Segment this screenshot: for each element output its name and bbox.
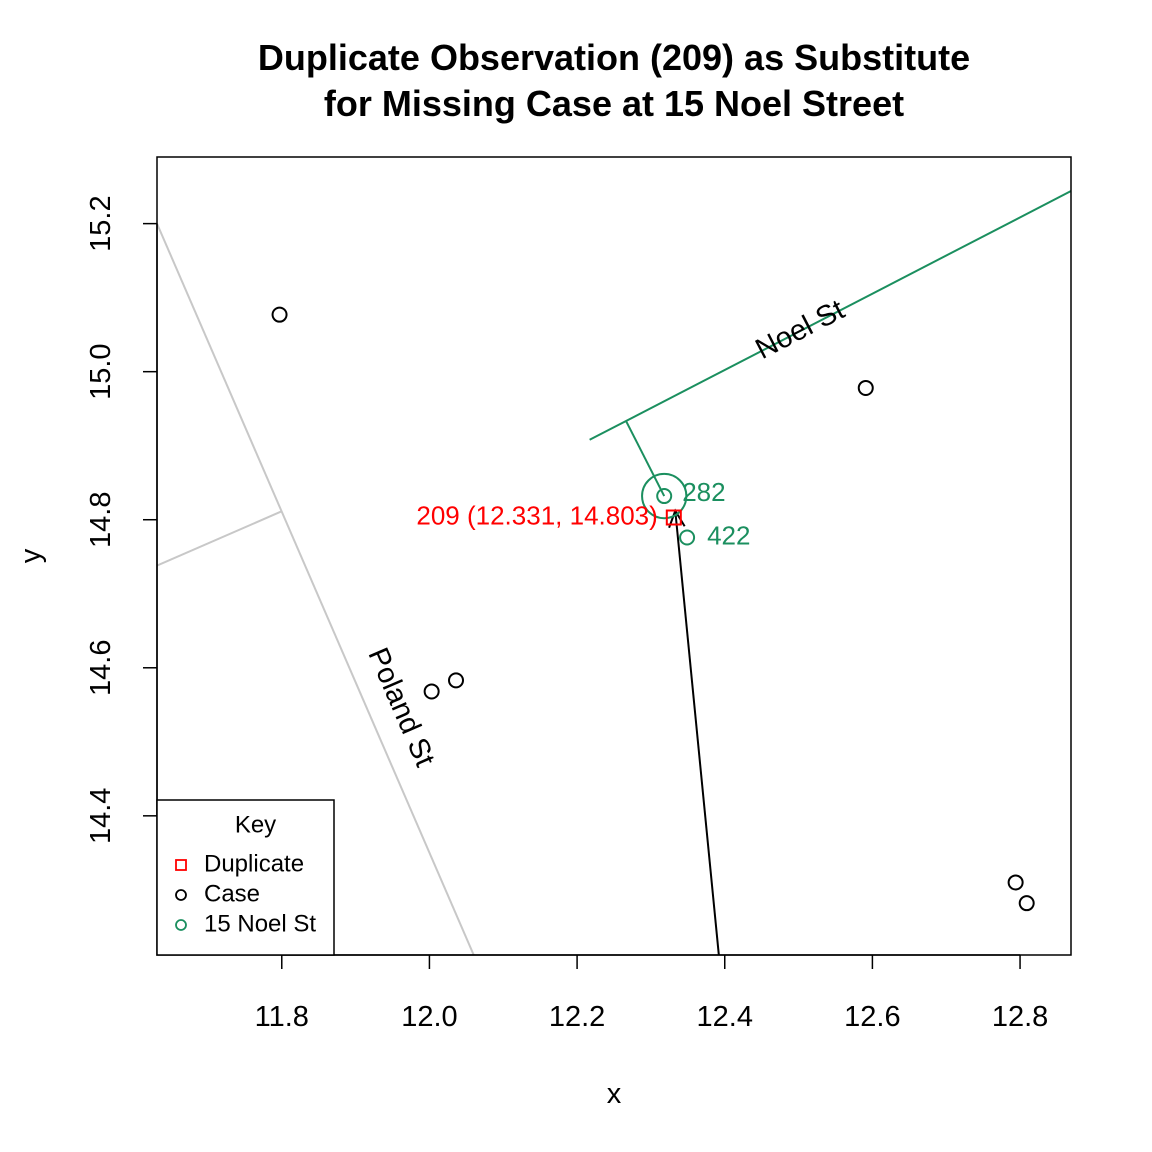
case-point-6: [1018, 895, 1035, 912]
connector-line-2: [624, 420, 666, 497]
legend-label-case: Case: [204, 880, 260, 907]
case-point-5: [1007, 874, 1024, 891]
y-tick-label-1: 14.4: [85, 788, 117, 844]
y-tick-label-4: 15.0: [85, 343, 117, 399]
x-tick-label-5: 12.6: [844, 1001, 900, 1033]
duplicate-label: 209 (12.331, 14.803): [416, 500, 657, 530]
legend-title: Key: [235, 811, 276, 838]
poland-st-line: [157, 223, 475, 955]
x-tick-label-6: 12.8: [992, 1001, 1048, 1033]
noel-st-label: Noel St: [751, 294, 850, 366]
noel-point-282: [656, 488, 673, 505]
chart-title-line2: for Missing Case at 15 Noel Street: [324, 83, 904, 124]
legend-label-15-noel-st: 15 Noel St: [204, 910, 316, 937]
arrow-shaft: [674, 510, 720, 956]
street-layer: [157, 190, 1071, 955]
point-layer: Noel St Poland St 282 422 209 (12.331, 14.80…: [271, 294, 1035, 956]
legend-box: [156, 799, 335, 956]
noel-point-label-282: 282: [682, 477, 725, 507]
duplicate-point: [665, 509, 682, 526]
case-point-1: [271, 306, 288, 323]
noel-st-line: [589, 190, 1071, 441]
y-tick-label-3: 14.8: [85, 492, 117, 548]
x-tick-label-1: 11.8: [255, 1001, 309, 1033]
case-point-3: [448, 672, 465, 689]
legend: Key Duplicate Case 15 Noel St: [156, 799, 335, 956]
legend-symbol-duplicate: [175, 859, 187, 871]
connector-line-1: [157, 510, 282, 567]
noel-point-label-422: 422: [707, 520, 750, 550]
noel-highlight-circle: [641, 472, 688, 520]
x-axis-label: x: [607, 1078, 622, 1110]
y-axis-label: y: [15, 548, 47, 563]
noel-point-422: [679, 529, 696, 546]
y-tick-label-2: 14.6: [85, 640, 117, 696]
case-point-2: [423, 683, 440, 700]
chart-title-line1: Duplicate Observation (209) as Substitut…: [258, 37, 970, 78]
x-tick-label-2: 12.0: [401, 1001, 457, 1033]
x-tick-label-3: 12.2: [549, 1001, 605, 1033]
y-tick-label-5: 15.2: [85, 195, 117, 251]
x-tick-label-4: 12.4: [697, 1001, 753, 1033]
case-point-4: [857, 379, 874, 396]
legend-symbol-case: [175, 889, 187, 901]
poland-st-label: Poland St: [361, 643, 440, 771]
legend-label-duplicate: Duplicate: [204, 850, 304, 877]
legend-symbol-15-noel-st: [175, 919, 187, 931]
axes-layer: 11.8 12.0 12.2 12.4 12.6 12.8 14.4 14.6 14.8 15.0…: [85, 195, 1048, 1033]
